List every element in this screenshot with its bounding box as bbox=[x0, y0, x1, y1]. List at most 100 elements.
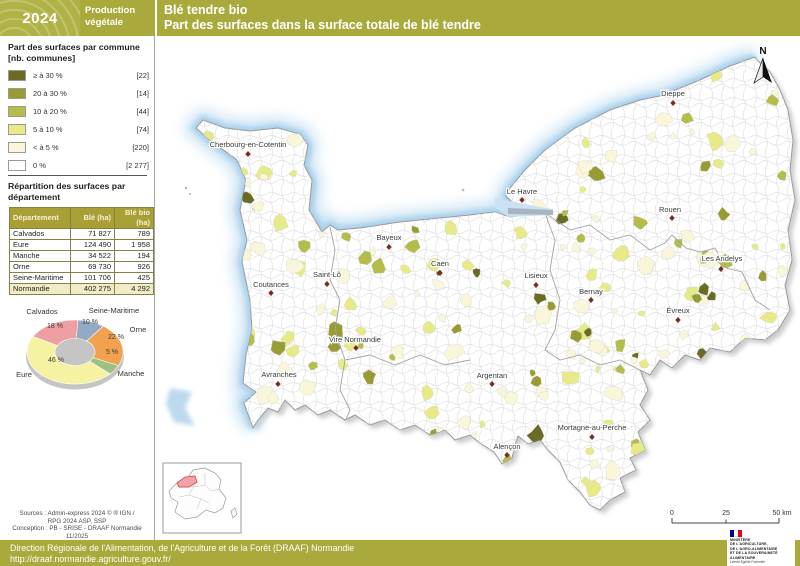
legend-item: 10 à 20 % [44] bbox=[8, 106, 149, 118]
island-dot bbox=[184, 186, 188, 190]
city-marker-icon bbox=[588, 297, 594, 303]
city-marker-icon bbox=[504, 452, 510, 458]
col-ble-bio: Blé bio (ha) bbox=[114, 207, 154, 229]
city-label: Avranches bbox=[261, 370, 297, 379]
french-flag-icon bbox=[730, 530, 742, 537]
city-label: Caen bbox=[431, 259, 449, 268]
sources-note: Sources : Admin-express 2024 © ® IGN / R… bbox=[12, 510, 142, 540]
city-label: Coutances bbox=[253, 280, 289, 289]
city-label: Lisieux bbox=[524, 271, 548, 280]
legend-item: < à 5 % [220] bbox=[8, 142, 149, 154]
legend-count: [44] bbox=[136, 107, 149, 116]
city-marker-icon bbox=[275, 381, 281, 387]
city-label: Cherbourg-en-Cotentin bbox=[210, 140, 287, 149]
table-row: Orne 69 730 926 bbox=[8, 261, 154, 273]
donut-label-manche: Manche bbox=[117, 369, 145, 378]
city-label: Rouen bbox=[659, 205, 681, 214]
island-dot bbox=[189, 193, 191, 195]
legend-swatch bbox=[8, 142, 26, 153]
legend-label: < à 5 % bbox=[33, 143, 59, 152]
france-inset-map bbox=[162, 462, 242, 534]
donut-chart: 10 % 22 % 5 % 46 % 18 % Calvados Seine-Marit… bbox=[0, 300, 155, 412]
ministry-motto: Liberté Égalité Fraternité bbox=[730, 560, 765, 565]
col-departement: Département bbox=[8, 207, 72, 229]
city-marker-icon bbox=[675, 317, 681, 323]
north-arrow: N bbox=[753, 46, 772, 84]
city-marker-icon bbox=[669, 215, 675, 221]
legend-item: 20 à 30 % [14] bbox=[8, 88, 149, 100]
legend-count: [220] bbox=[132, 143, 149, 152]
table-row: Calvados 71 827 789 bbox=[8, 228, 154, 240]
north-label: N bbox=[759, 46, 766, 57]
year-label: 2024 bbox=[22, 9, 58, 27]
legend-count: [14] bbox=[136, 89, 149, 98]
city-marker-icon bbox=[533, 282, 539, 288]
city-marker-icon bbox=[519, 197, 525, 203]
seine-estuary-channel bbox=[508, 208, 553, 215]
table-total-row: Normandie 402 275 4 292 bbox=[8, 283, 154, 295]
legend-swatch bbox=[8, 106, 26, 117]
donut-svg: 10 % 22 % 5 % 46 % 18 % bbox=[26, 319, 124, 390]
footer-url[interactable]: http://draaf.normandie.agriculture.gouv.… bbox=[10, 554, 171, 564]
legend-count: [2 277] bbox=[126, 161, 149, 170]
legend-item: 0 % [2 277] bbox=[8, 160, 149, 172]
col-ble: Blé (ha) bbox=[70, 207, 116, 229]
legend-label: 20 à 30 % bbox=[33, 89, 67, 98]
legend-swatch bbox=[8, 70, 26, 81]
header-band: 2024 Production végétale Blé tendre bio … bbox=[0, 0, 800, 36]
table-row: Manche 34 522 194 bbox=[8, 250, 154, 262]
legend-label: 0 % bbox=[33, 161, 46, 170]
city-marker-icon bbox=[324, 281, 330, 287]
header-divider bbox=[155, 0, 157, 36]
donut-label-eure: Eure bbox=[16, 370, 32, 379]
donut-pct-label: 46 % bbox=[48, 357, 64, 364]
city-marker-icon bbox=[489, 381, 495, 387]
legend-swatch bbox=[8, 160, 26, 171]
legend-swatch bbox=[8, 88, 26, 99]
city-label: Bayeux bbox=[376, 233, 401, 242]
city-marker-icon bbox=[718, 266, 724, 272]
city-markers: Cherbourg-en-Cotentin Dieppe Le Havre Rouen… bbox=[208, 88, 744, 458]
scale-0: 0 bbox=[670, 510, 674, 517]
page-subtitle: Part des surfaces dans la surface totale… bbox=[164, 18, 481, 32]
commune-patches bbox=[196, 63, 788, 498]
scale-50km: 50 km bbox=[772, 510, 791, 517]
city-label: Les Andelys bbox=[702, 254, 743, 263]
scale-25: 25 bbox=[722, 510, 730, 517]
island-dot bbox=[461, 188, 465, 192]
year-badge: 2024 bbox=[0, 0, 80, 36]
legend-swatch bbox=[8, 124, 26, 135]
table-row: Eure 124 490 1 958 bbox=[8, 239, 154, 251]
city-marker-icon bbox=[386, 244, 392, 250]
donut-label-calvados: Calvados bbox=[26, 307, 58, 316]
inset-normandy-highlight bbox=[176, 475, 198, 488]
city-label: Mortagne-au-Perche bbox=[558, 423, 627, 432]
city-marker-icon bbox=[268, 290, 274, 296]
city-marker-icon bbox=[353, 345, 359, 351]
scale-bar: 0 25 50 km bbox=[670, 510, 792, 524]
city-marker-icon bbox=[589, 434, 595, 440]
map-area: Cherbourg-en-Cotentin Dieppe Le Havre Rouen… bbox=[156, 36, 800, 540]
legend-count: [74] bbox=[136, 125, 149, 134]
legend-label: 5 à 10 % bbox=[33, 125, 63, 134]
normandy-map: Cherbourg-en-Cotentin Dieppe Le Havre Rouen… bbox=[162, 46, 799, 534]
legend-title: Part des surfaces par commune [nb. commu… bbox=[8, 42, 140, 63]
city-marker-icon bbox=[437, 270, 443, 276]
panel-divider bbox=[8, 175, 147, 176]
legend-label: ≥ à 30 % bbox=[33, 71, 63, 80]
category-label: Production végétale bbox=[85, 5, 136, 28]
donut-label-seine-maritime: Seine-Maritime bbox=[88, 306, 140, 315]
city-label: Bernay bbox=[579, 287, 603, 296]
legend-item: ≥ à 30 % [22] bbox=[8, 70, 149, 82]
city-label: Dieppe bbox=[661, 89, 685, 98]
footer-org: Direction Régionale de l'Alimentation, d… bbox=[10, 543, 355, 553]
side-panel: Part des surfaces par commune [nb. commu… bbox=[0, 36, 155, 540]
department-table: Département Blé (ha) Blé bio (ha) Calvad… bbox=[8, 207, 154, 295]
city-label: Saint-Lô bbox=[313, 270, 341, 279]
donut-pct-label: 10 % bbox=[82, 319, 98, 326]
table-title: Répartition des surfaces par département bbox=[8, 181, 126, 202]
table-row: Seine-Maritime 101 706 425 bbox=[8, 272, 154, 284]
table-header-row: Département Blé (ha) Blé bio (ha) bbox=[8, 207, 154, 229]
footer-band: Direction Régionale de l'Alimentation, d… bbox=[0, 540, 800, 566]
